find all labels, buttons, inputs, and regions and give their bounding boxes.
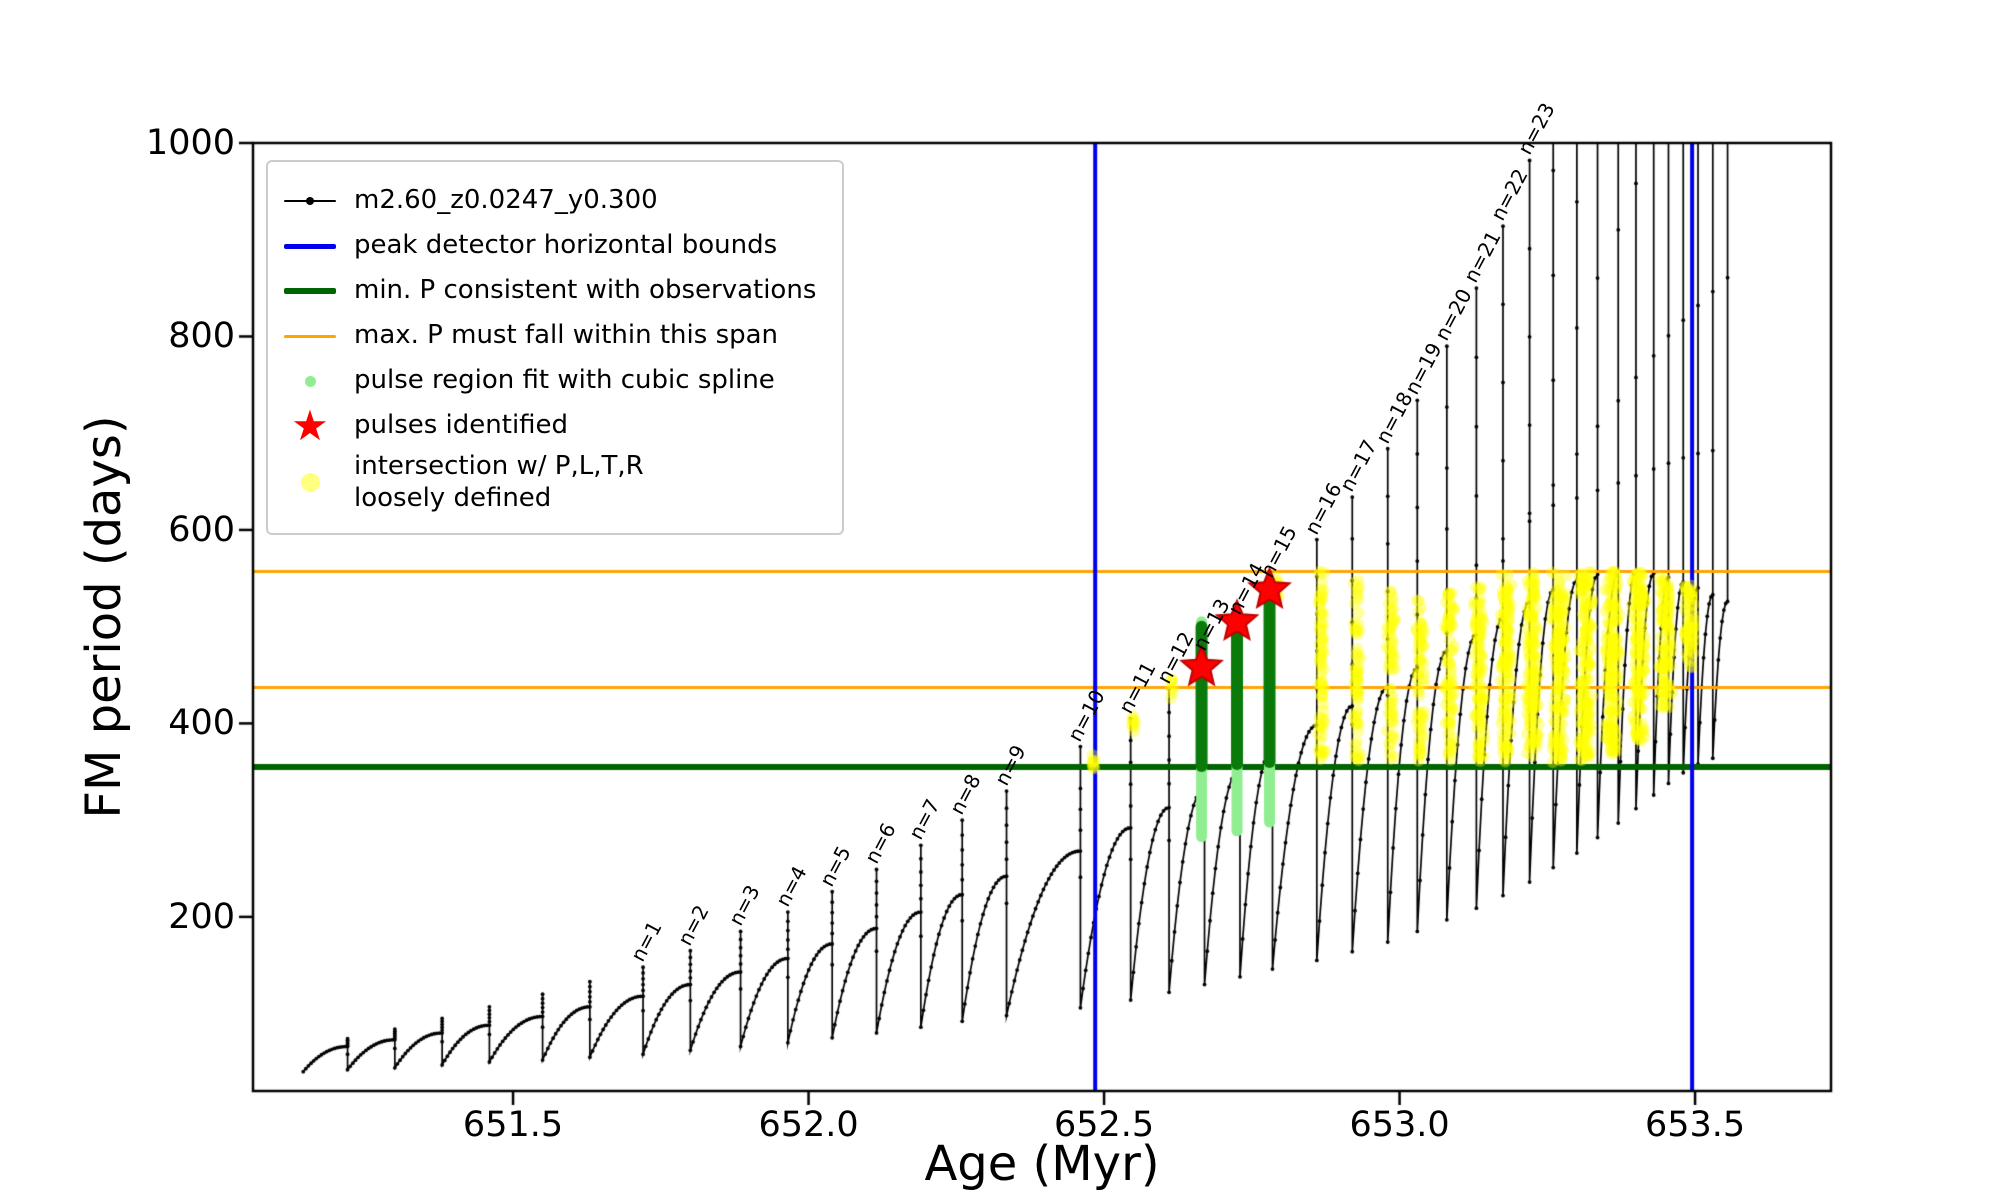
- marker-dot-icon: [306, 197, 314, 205]
- legend-item: ★ pulses identified: [284, 401, 816, 450]
- line-swatch: [284, 243, 336, 249]
- x-tick-label: 651.5: [462, 1105, 564, 1145]
- y-tick-label: 1000: [145, 123, 235, 163]
- legend-item-label: m2.60_z0.0247_y0.300: [354, 185, 658, 216]
- legend-star-swatch: ★: [284, 401, 336, 450]
- x-tick-label: 653.5: [1644, 1105, 1746, 1145]
- line-swatch: [284, 334, 336, 338]
- x-tick-label: 652.0: [758, 1105, 859, 1145]
- x-tick-label: 652.5: [1053, 1105, 1155, 1145]
- legend-item: intersection w/ P,L,T,R loosely defined: [284, 451, 816, 514]
- y-tick-label: 200: [168, 896, 235, 937]
- legend-item: peak detector horizontal bounds: [284, 226, 816, 266]
- legend-item-label: max. P must fall within this span: [354, 320, 779, 351]
- legend-item-label: peak detector horizontal bounds: [354, 230, 778, 261]
- y-axis-label: FM period (days): [76, 415, 132, 819]
- y-tick-label: 400: [168, 703, 235, 744]
- legend-item-label: pulses identified: [354, 410, 569, 441]
- x-tick-label: 653.0: [1349, 1105, 1450, 1145]
- legend-line-swatch: [284, 181, 336, 221]
- legend-item-label: pulse region fit with cubic spline: [354, 365, 775, 396]
- legend-dot-swatch: [284, 361, 336, 401]
- legend-item: max. P must fall within this span: [284, 316, 816, 356]
- marker-dot-icon: [300, 473, 320, 493]
- marker-dot-icon: [304, 375, 316, 387]
- legend-item: m2.60_z0.0247_y0.300: [284, 181, 816, 221]
- y-tick-label: 600: [168, 509, 235, 550]
- line-swatch: [284, 288, 336, 294]
- legend-dot-swatch: [284, 463, 336, 503]
- legend-line-swatch: [284, 226, 336, 266]
- legend-item-label: intersection w/ P,L,T,R loosely defined: [354, 451, 644, 513]
- x-axis-label: Age (Myr): [924, 1136, 1160, 1192]
- legend-item-label: min. P consistent with observations: [354, 275, 817, 306]
- legend-line-swatch: [284, 316, 336, 356]
- legend-item: pulse region fit with cubic spline: [284, 361, 816, 401]
- star-icon: ★: [291, 401, 329, 450]
- legend-line-swatch: [284, 271, 336, 311]
- y-tick-label: 800: [168, 316, 235, 357]
- legend-item: min. P consistent with observations: [284, 271, 816, 311]
